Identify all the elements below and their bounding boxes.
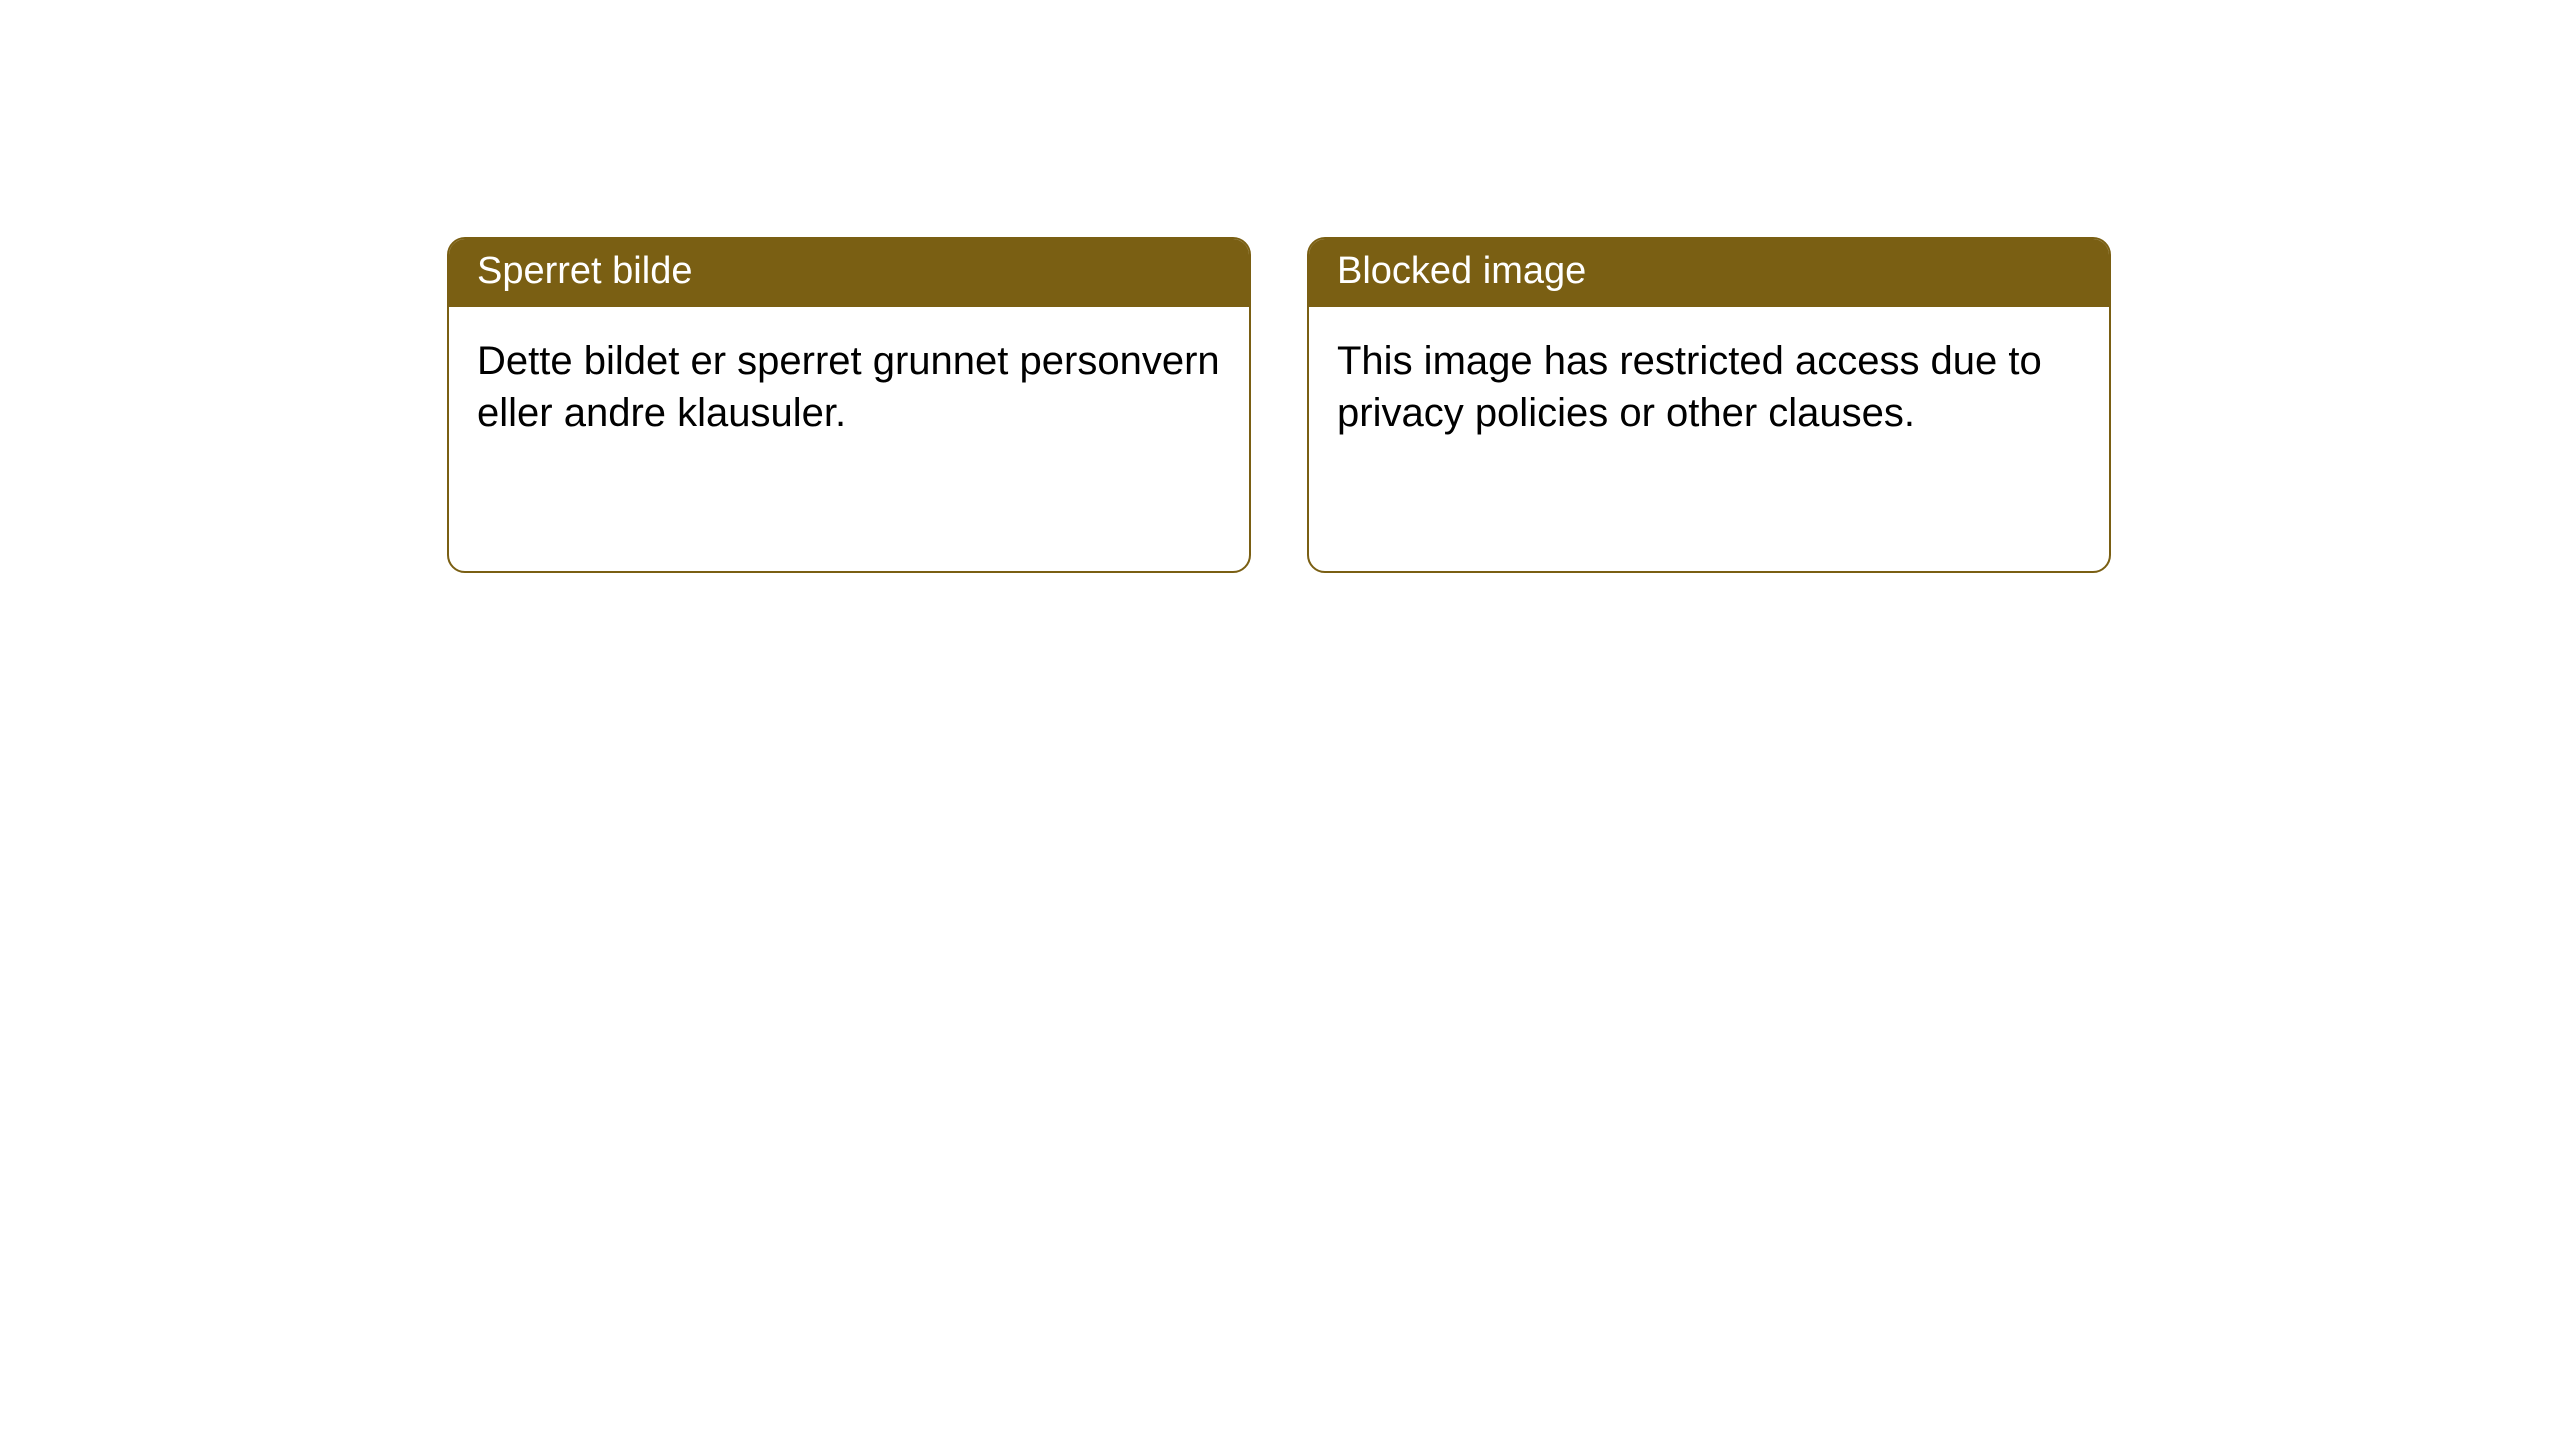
card-body-no: Dette bildet er sperret grunnet personve… [449, 307, 1249, 439]
card-title-en: Blocked image [1309, 239, 2109, 307]
blocked-image-card-no: Sperret bilde Dette bildet er sperret gr… [447, 237, 1251, 573]
card-title-no: Sperret bilde [449, 239, 1249, 307]
notice-container: Sperret bilde Dette bildet er sperret gr… [0, 0, 2560, 573]
blocked-image-card-en: Blocked image This image has restricted … [1307, 237, 2111, 573]
card-body-en: This image has restricted access due to … [1309, 307, 2109, 439]
